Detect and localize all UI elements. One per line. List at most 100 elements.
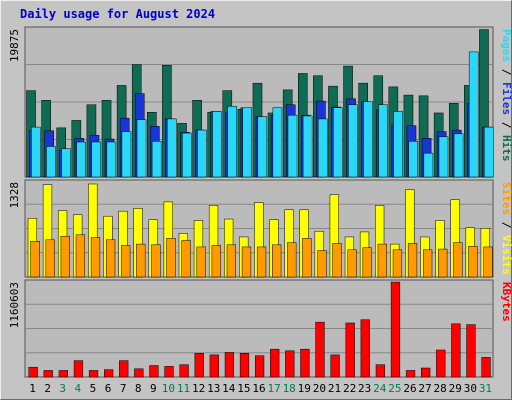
- bar-sites-day-11: [181, 240, 191, 278]
- x-tick-label: 4: [75, 382, 82, 395]
- x-tick-label: 12: [192, 382, 205, 395]
- bar-kbytes-day-13: [209, 354, 219, 378]
- bar-kbytes-day-10: [164, 366, 174, 378]
- bar-kbytes-day-29: [451, 323, 461, 378]
- bar-kbytes-day-24: [375, 364, 386, 378]
- bar-pages-day-1: [31, 126, 41, 178]
- bar-kbytes-day-22: [345, 322, 355, 378]
- bar-pages-day-14: [227, 106, 237, 178]
- x-tick-label: 19: [298, 382, 311, 395]
- bar-sites-day-2: [45, 239, 55, 278]
- legend-separator: /: [500, 215, 512, 235]
- bar-kbytes-day-1: [28, 366, 38, 378]
- x-tick-label: 3: [59, 382, 66, 395]
- bar-kbytes-day-4: [73, 360, 84, 378]
- x-tick-label: 7: [120, 382, 127, 395]
- bar-sites-day-5: [90, 237, 101, 278]
- legend-entry-visits: Visits: [500, 235, 512, 275]
- bar-sites-day-15: [241, 246, 252, 278]
- bar-kbytes-day-31: [481, 357, 491, 378]
- bar-kbytes-day-23: [360, 319, 370, 378]
- legend-bottom: KBytes: [500, 282, 512, 322]
- x-tick-label: 14: [222, 382, 236, 395]
- bar-sites-day-1: [30, 240, 40, 278]
- bar-kbytes-day-27: [421, 367, 431, 378]
- bar-pages-day-23: [363, 101, 373, 178]
- x-tick-label: 5: [90, 382, 97, 395]
- bar-kbytes-day-26: [405, 370, 416, 378]
- bar-kbytes-day-11: [179, 364, 189, 378]
- bar-kbytes-day-6: [104, 369, 114, 378]
- bar-pages-day-6: [106, 141, 117, 178]
- bar-pages-day-19: [302, 115, 313, 178]
- legend-entry-hits: Hits: [500, 135, 512, 162]
- bar-sites-day-13: [211, 245, 221, 278]
- bar-kbytes-day-30: [466, 324, 476, 378]
- bar-kbytes-day-12: [194, 353, 204, 378]
- bar-pages-day-7: [121, 131, 132, 178]
- bar-sites-day-29: [453, 242, 463, 278]
- bar-kbytes-day-18: [285, 350, 295, 378]
- bar-kbytes-day-19: [300, 348, 310, 378]
- x-tick-label: 21: [328, 382, 341, 395]
- x-tick-label: 11: [177, 382, 190, 395]
- legend-separator: /: [500, 115, 512, 135]
- x-tick-label: 15: [237, 382, 250, 395]
- bar-pages-day-12: [197, 129, 207, 178]
- bar-pages-day-3: [61, 148, 71, 178]
- x-tick-label: 9: [150, 382, 157, 395]
- x-tick-label: 26: [403, 382, 416, 395]
- y-axis-max-label: 19875: [8, 29, 21, 62]
- bar-kbytes-day-2: [43, 370, 53, 378]
- bar-sites-day-9: [151, 244, 161, 278]
- legend-entry-files: Files: [500, 82, 512, 115]
- bar-pages-day-21: [333, 107, 343, 178]
- bar-kbytes-day-16: [254, 355, 265, 378]
- bar-kbytes-day-5: [88, 370, 99, 378]
- bar-kbytes-day-17: [270, 348, 280, 378]
- bar-kbytes-day-21: [330, 354, 340, 378]
- x-tick-label: 2: [44, 382, 51, 395]
- bar-sites-day-23: [362, 247, 372, 278]
- bar-pages-day-26: [408, 141, 419, 178]
- bar-kbytes-day-7: [119, 360, 129, 378]
- x-tick-label: 20: [313, 382, 326, 395]
- x-tick-label: 23: [358, 382, 371, 395]
- bar-sites-day-8: [136, 243, 146, 278]
- bar-sites-day-6: [105, 239, 116, 278]
- bar-pages-day-18: [287, 114, 298, 178]
- x-tick-label: 31: [479, 382, 492, 395]
- x-tick-label: 13: [207, 382, 220, 395]
- bar-kbytes-day-8: [134, 368, 144, 378]
- bar-sites-day-18: [287, 242, 297, 278]
- bar-pages-day-4: [76, 141, 86, 178]
- bar-sites-day-28: [438, 248, 448, 278]
- x-tick-label: 24: [373, 382, 387, 395]
- bar-sites-day-27: [423, 249, 433, 278]
- bar-sites-day-19: [302, 238, 312, 278]
- bar-sites-day-21: [332, 243, 342, 278]
- bar-sites-day-3: [60, 235, 70, 278]
- x-tick-label: 17: [267, 382, 280, 395]
- bar-pages-day-17: [272, 107, 283, 178]
- bar-sites-day-7: [121, 245, 131, 278]
- bar-kbytes-day-28: [436, 349, 446, 378]
- bar-kbytes-day-20: [315, 321, 325, 378]
- bar-sites-day-12: [196, 246, 206, 278]
- bar-sites-day-30: [468, 245, 478, 278]
- bar-sites-day-14: [226, 244, 237, 278]
- bar-sites-day-17: [272, 244, 282, 278]
- x-tick-label: 25: [388, 382, 401, 395]
- bar-pages-day-30: [468, 51, 479, 178]
- chart-title: Daily usage for August 2024: [20, 7, 216, 21]
- x-tick-label: 30: [464, 382, 477, 395]
- bar-pages-day-31: [483, 126, 494, 178]
- bar-sites-day-22: [347, 249, 357, 278]
- legend-entry-sites: Sites: [500, 182, 512, 215]
- bar-sites-day-26: [407, 243, 418, 278]
- bar-sites-day-25: [392, 249, 403, 278]
- legend-entry-pages: Pages: [500, 29, 512, 62]
- x-tick-label: 28: [434, 382, 447, 395]
- bar-pages-day-16: [257, 116, 268, 178]
